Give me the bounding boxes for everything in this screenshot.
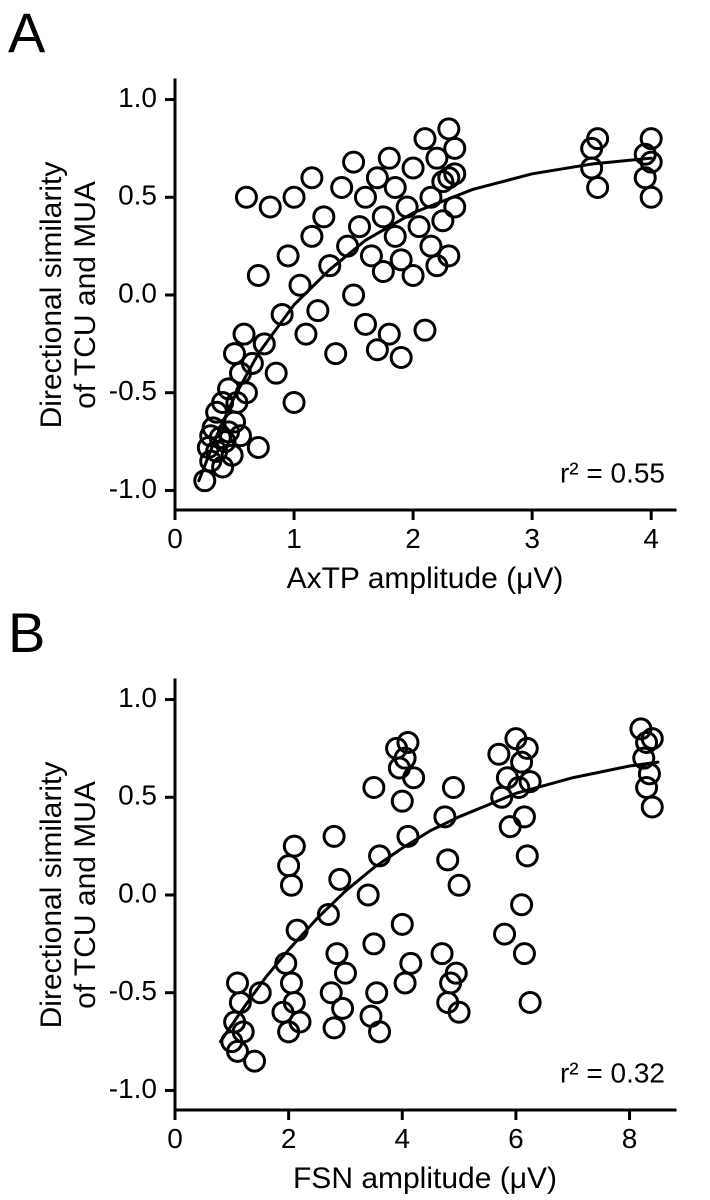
svg-text:6: 6 — [508, 1123, 524, 1154]
svg-text:0.5: 0.5 — [118, 780, 157, 811]
svg-text:3: 3 — [524, 523, 540, 554]
svg-text:0: 0 — [167, 1123, 183, 1154]
svg-text:r² = 0.32: r² = 0.32 — [560, 1058, 665, 1089]
svg-text:-1.0: -1.0 — [109, 1073, 157, 1104]
svg-text:2: 2 — [405, 523, 421, 554]
svg-text:of TCU and MUA: of TCU and MUA — [69, 781, 102, 1009]
svg-text:1.0: 1.0 — [118, 82, 157, 113]
svg-text:1.0: 1.0 — [118, 682, 157, 713]
svg-text:AxTP amplitude (μV): AxTP amplitude (μV) — [287, 562, 564, 595]
svg-text:8: 8 — [622, 1123, 638, 1154]
svg-text:r² = 0.55: r² = 0.55 — [560, 458, 665, 489]
figure-container: A -1.0 -0.5 0.0 0.5 1.0 0 1 2 3 4 AxTP amplitude (… — [0, 0, 710, 1199]
svg-text:4: 4 — [643, 523, 659, 554]
svg-text:-1.0: -1.0 — [109, 473, 157, 504]
svg-text:0.5: 0.5 — [118, 180, 157, 211]
svg-text:0: 0 — [167, 523, 183, 554]
svg-text:2: 2 — [281, 1123, 297, 1154]
svg-text:1: 1 — [286, 523, 302, 554]
panel-a-label: A — [8, 0, 45, 65]
svg-text:Directional similarity: Directional similarity — [35, 162, 68, 429]
panel-b-scatter: -1.0 -0.5 0.0 0.5 1.0 0 2 4 6 8 FSN amplitude (μV)… — [0, 660, 710, 1200]
svg-text:4: 4 — [394, 1123, 410, 1154]
svg-text:0.0: 0.0 — [118, 277, 157, 308]
svg-text:-0.5: -0.5 — [109, 375, 157, 406]
svg-text:-0.5: -0.5 — [109, 975, 157, 1006]
panel-b-label: B — [8, 600, 45, 665]
svg-text:Directional similarity: Directional similarity — [35, 762, 68, 1029]
svg-text:0.0: 0.0 — [118, 877, 157, 908]
panel-a-scatter: -1.0 -0.5 0.0 0.5 1.0 0 1 2 3 4 AxTP amplitude (μV… — [0, 60, 710, 600]
svg-text:FSN amplitude (μV): FSN amplitude (μV) — [293, 1162, 557, 1195]
svg-text:of TCU and MUA: of TCU and MUA — [69, 181, 102, 409]
